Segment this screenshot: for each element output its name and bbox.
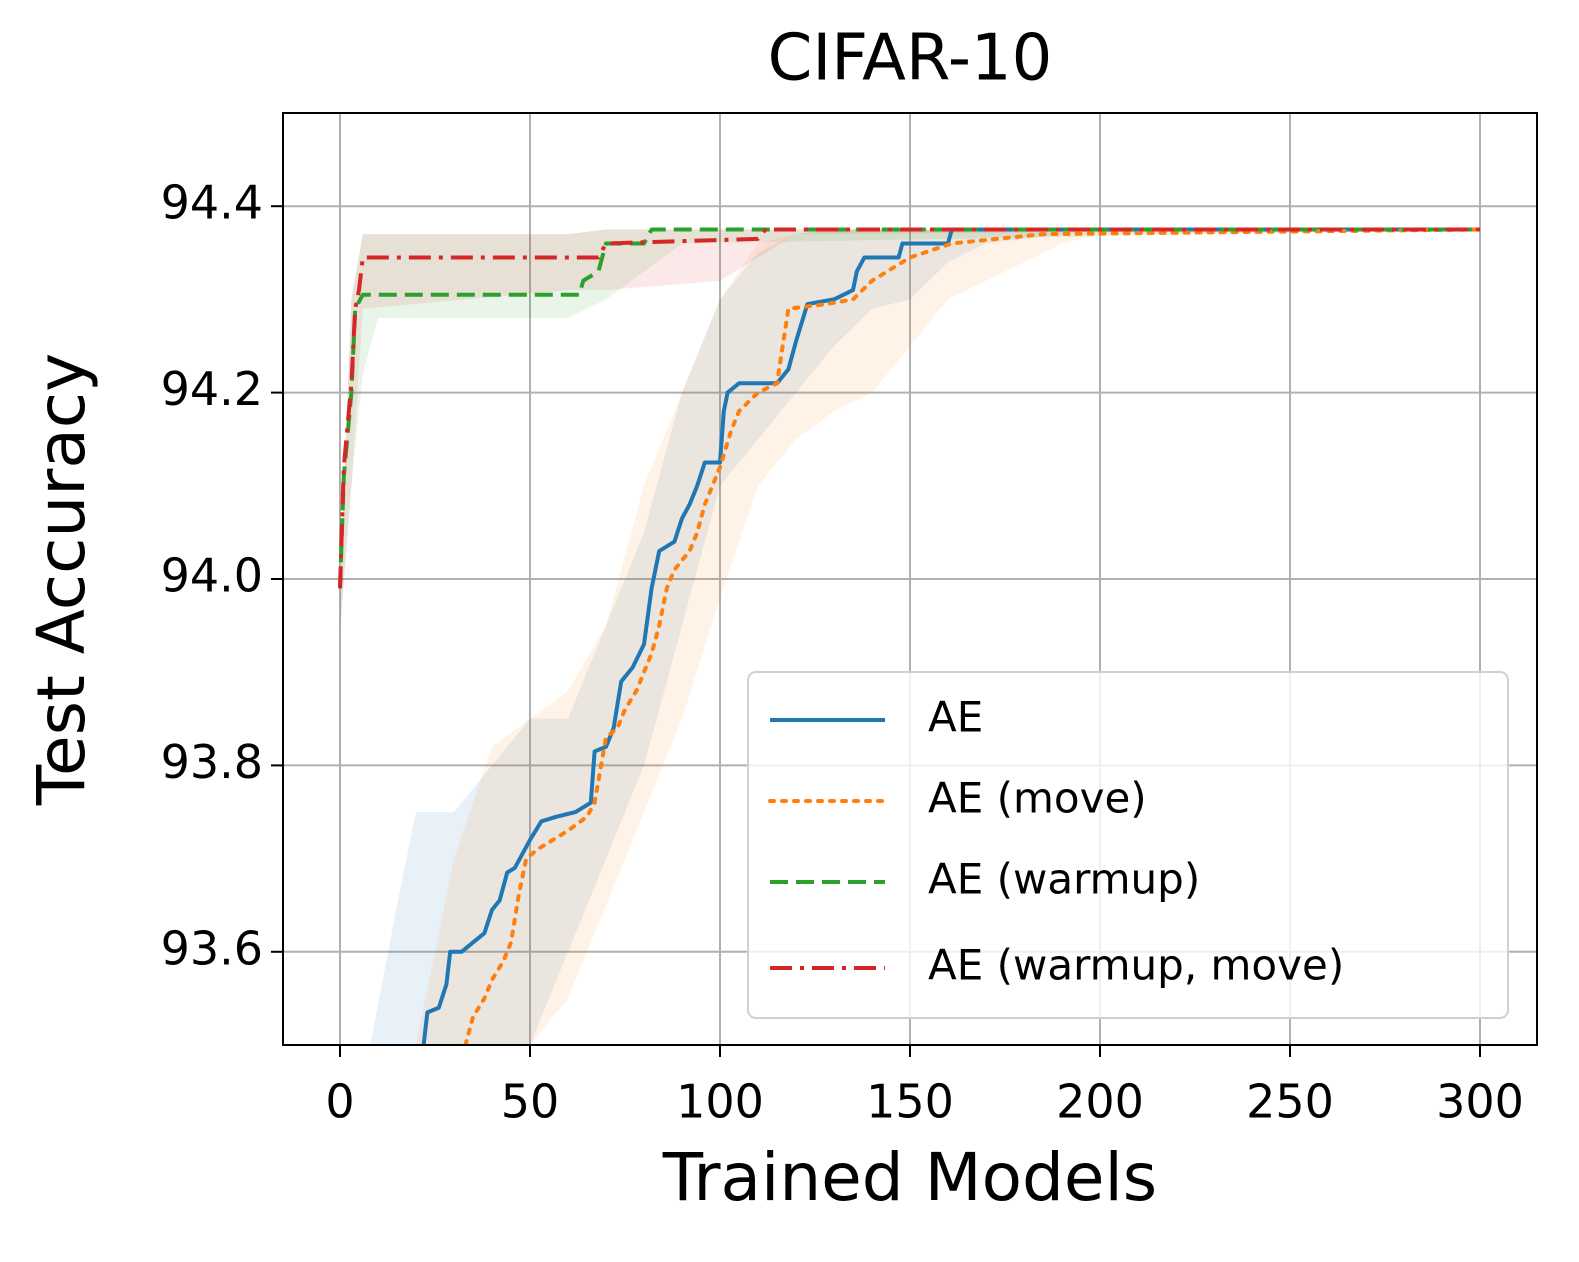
- legend-label: AE (warmup): [928, 855, 1200, 904]
- y-axis-label: Test Accuracy: [23, 353, 100, 806]
- x-tick-label: 150: [866, 1075, 954, 1129]
- x-axis-label: Trained Models: [662, 1139, 1157, 1216]
- series-line: [463, 227, 1482, 1045]
- x-tick-label: 250: [1246, 1075, 1334, 1129]
- x-tick-label: 300: [1436, 1075, 1524, 1129]
- y-tick-label: 94.2: [161, 362, 263, 416]
- legend-label: AE (warmup, move): [928, 941, 1344, 990]
- confidence-band: [340, 229, 1480, 626]
- series-line: [421, 227, 1480, 1045]
- legend-box: [747, 671, 1509, 1019]
- y-tick-label: 93.8: [161, 735, 263, 789]
- x-tick-label: 100: [676, 1075, 764, 1129]
- confidence-band: [416, 229, 1480, 1045]
- confidence-band: [340, 229, 1480, 635]
- x-tick-label: 200: [1056, 1075, 1144, 1129]
- legend-label: AE: [928, 693, 983, 742]
- y-tick-label: 94.4: [161, 176, 263, 230]
- x-tick-label: 50: [501, 1075, 560, 1129]
- plot-area: [338, 227, 1482, 1045]
- legend-label: AE (move): [928, 774, 1147, 823]
- x-tick-label: 0: [325, 1075, 354, 1129]
- chart-title: CIFAR-10: [768, 22, 1053, 96]
- y-tick-label: 94.0: [161, 549, 263, 603]
- confidence-band: [370, 229, 1480, 1045]
- y-tick-label: 93.6: [161, 921, 263, 975]
- plot-frame: [282, 112, 1538, 1046]
- series-line: [338, 227, 1480, 589]
